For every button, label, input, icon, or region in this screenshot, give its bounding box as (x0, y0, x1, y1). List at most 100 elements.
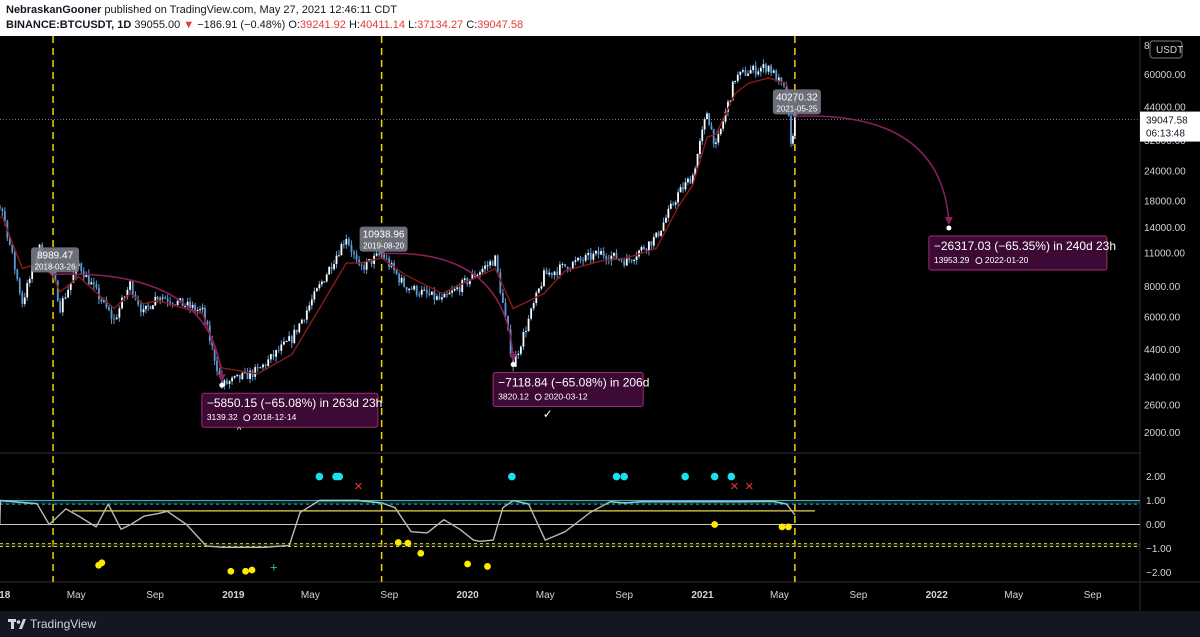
yellow-signal-dot[interactable] (242, 567, 249, 575)
candle-body (425, 289, 428, 294)
candle-body (115, 317, 118, 320)
pivot-date: 2019-08-20 (363, 242, 404, 251)
price-candles[interactable] (0, 59, 796, 390)
candle-body (551, 272, 553, 276)
candle-body (191, 304, 194, 308)
cyan-signal-dot[interactable] (681, 472, 689, 481)
candle-body (727, 101, 729, 112)
candle-body (161, 297, 164, 299)
candle-body (320, 281, 323, 285)
candle-body (385, 258, 388, 260)
cyan-signal-dot[interactable] (315, 472, 324, 481)
projection-label[interactable]: −26317.03 (−65.35%) in 240d 23h 13953.29 2… (928, 235, 1116, 271)
candle-body (754, 65, 757, 75)
time-tick-label: May (67, 590, 86, 601)
cyan-signal-dot[interactable] (620, 472, 628, 481)
yellow-signal-dot[interactable] (464, 560, 472, 568)
candle-body (584, 255, 587, 261)
candle-body (556, 271, 559, 275)
candle-body (121, 297, 123, 309)
projection-arrowhead (217, 374, 226, 383)
projection-label[interactable]: −5850.15 (−65.08%) in 263d 23h 3139.32 201… (201, 392, 382, 428)
candle-body (303, 319, 306, 321)
tradingview-logo-icon[interactable] (8, 617, 26, 631)
countdown-text: 06:13:48 (1146, 129, 1185, 140)
candle-body (548, 272, 551, 275)
yellow-signal-dot[interactable] (98, 559, 106, 567)
candle-body (59, 301, 62, 313)
yellow-signal-dot[interactable] (417, 549, 425, 557)
candle-body (630, 259, 633, 261)
candle-body (481, 268, 484, 273)
candle-body (231, 377, 233, 382)
candle-body (216, 360, 218, 372)
projection-target-value: 3820.12 (498, 392, 529, 402)
candle-body (347, 238, 350, 245)
current-price-label[interactable]: 39047.58 06:13:48 (1140, 111, 1200, 142)
candle-body (706, 113, 708, 120)
candle-body (574, 260, 577, 262)
cyan-signal-dot[interactable] (727, 472, 736, 481)
candle-body (184, 306, 187, 308)
candle-body (643, 246, 645, 250)
yellow-signal-dot[interactable] (227, 567, 235, 575)
projection-arc[interactable] (381, 252, 514, 359)
candle-body (628, 257, 631, 260)
projection-label[interactable]: −7118.84 (−65.08%) in 206d 3820.12 2020-03… (492, 372, 649, 408)
symbol-label[interactable]: BINANCE:BTCUSDT, 1D (6, 19, 132, 31)
candle-body (142, 309, 145, 313)
candle-body (11, 244, 14, 253)
projection-endpoint (219, 382, 225, 388)
candle-body (13, 252, 16, 270)
candle-body (587, 252, 590, 256)
candle-body (28, 278, 31, 284)
candle-body (448, 292, 451, 295)
candle-body (256, 367, 259, 369)
chart-area[interactable]: 60000.0044000.0032000.0024000.0018000.00… (0, 36, 1200, 611)
current-price-text: 39047.58 (1146, 116, 1188, 127)
candle-body (655, 232, 658, 238)
cyan-signal-dot[interactable] (612, 472, 621, 481)
candle-body (152, 305, 154, 310)
yellow-signal-dot[interactable] (404, 539, 412, 547)
yellow-signal-dot[interactable] (778, 523, 786, 531)
tradingview-brand[interactable]: TradingView (30, 617, 97, 631)
author-name[interactable]: NebraskanGooner (6, 4, 102, 16)
candle-body (620, 259, 623, 261)
cyan-signal-dot[interactable] (508, 472, 516, 481)
currency-badge[interactable]: USDT (1149, 40, 1183, 59)
cyan-signal-dot[interactable] (335, 472, 344, 481)
candle-body (171, 303, 174, 305)
red-cross-icon: × (745, 478, 754, 495)
cyan-signal-dot[interactable] (710, 472, 719, 481)
candle-body (790, 115, 792, 144)
candle-body (123, 296, 126, 298)
oscillator-top-segment (0, 499, 787, 505)
yellow-signal-dot[interactable] (785, 523, 792, 531)
candle-body (486, 265, 489, 267)
yellow-signal-dot[interactable] (394, 539, 402, 546)
projection-change-text: −5850.15 (−65.08%) in 263d 23h (207, 396, 382, 410)
candle-body (489, 261, 492, 266)
yellow-signal-dot[interactable] (484, 563, 491, 570)
candle-body (496, 255, 499, 273)
candle-body (3, 211, 6, 222)
yellow-signal-dot[interactable] (711, 521, 719, 528)
candle-body (522, 332, 525, 347)
candle-body (415, 285, 418, 295)
projection-endpoint (946, 225, 952, 231)
price-tick-label: 8000.00 (1144, 282, 1181, 293)
oscillator-panel[interactable]: 2.001.000.00−1.00−2.00××××+ (0, 472, 1172, 579)
candle-body (262, 364, 264, 368)
candle-body (759, 67, 762, 72)
candle-body (645, 249, 648, 251)
moving-average-line[interactable] (0, 77, 797, 375)
yellow-signal-dot[interactable] (248, 566, 256, 574)
projection-arc[interactable] (53, 273, 223, 380)
candle-body (553, 271, 556, 276)
projection-arc[interactable] (794, 115, 950, 223)
candle-body (757, 71, 760, 75)
